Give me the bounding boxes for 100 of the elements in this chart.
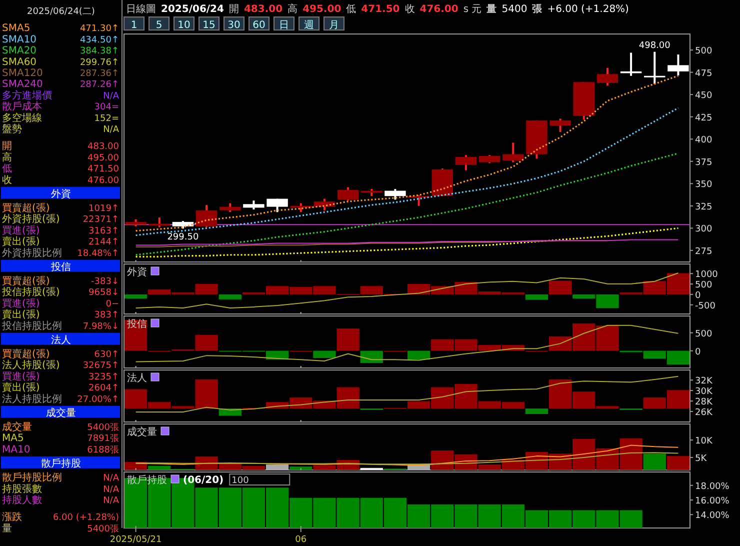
text: 2025/06/24(二) [27,7,95,17]
text: 投信 [50,260,71,273]
text: 299.76↑ [80,58,119,68]
y-tick-label: 0 [695,347,701,358]
text: 287.36↑ [80,69,119,79]
chart-title: 投信 [126,318,147,330]
y-tick-label: 425 [695,113,712,124]
text: 30 [228,20,240,31]
text: 外資持股(張) [2,213,60,226]
text: 5 [156,20,162,31]
text: -383↓ [91,277,119,287]
text: 495.00 [302,4,342,15]
text: 散戶持股 [41,457,81,470]
text: 高 [288,3,298,15]
y-tick-label: 10K [695,436,714,447]
annotation: 100 [232,476,250,486]
text: 3163↑ [88,226,119,236]
text: 買進(張) [2,370,40,382]
text: 5400張 [87,523,119,534]
text: 495.00 [88,153,120,164]
text: 買進(張) [2,224,40,236]
text: SMA20 [2,46,37,57]
text: 法人 [51,334,71,346]
text: 賣出(張) [2,382,40,394]
text: 18.48%↑ [77,248,119,259]
text: 6188張 [87,444,119,456]
text: MA10 [2,444,30,456]
text: 日線圖 [126,4,156,15]
text: 0− [106,299,119,310]
text: SMA5 [2,23,30,34]
text: 2025/06/24 [161,4,224,15]
text: 收 [404,4,415,15]
text: 買賣超(張) [2,202,50,214]
text: 週 [304,20,314,31]
text: 384.38↑ [80,46,119,57]
chart-title: 法人 [127,372,147,384]
y-tick-label: 26K [695,408,714,418]
text: 日 [279,20,289,31]
text: 張 [532,3,544,15]
text: 成交量 [2,421,32,433]
text: 買賣超(張) [2,275,50,287]
text: s 元 [463,4,482,15]
text: MA5 [2,433,24,444]
text: 7.98%↓ [82,322,119,332]
y-tick-label: 450 [695,91,712,102]
text: 22371↑ [82,215,119,226]
text: 304= [94,102,119,113]
text: 1 [130,20,138,31]
text: N/A [103,91,120,102]
text: 5400 [502,4,528,15]
text: SMA240 [2,79,43,90]
text: 483.00 [88,142,120,152]
text: 10 [178,20,190,31]
y-tick-label: 475 [695,68,712,79]
text: 383↑ [94,310,119,321]
chart-subtitle: (06/20) [183,475,224,486]
y-tick-label: 500 [695,46,712,57]
text: 漲跌 [2,511,22,524]
text: 476.00 [88,176,120,186]
text: 630↑ [94,350,119,360]
text: 賣出(張) [2,236,40,248]
text: 2604↑ [88,384,119,394]
y-tick-label: 18.00% [695,482,730,492]
y-tick-label: 14.00% [695,511,730,522]
text: 散戶持股比例 [2,472,62,484]
y-tick-label: 325 [695,202,712,212]
y-tick-label: 400 [695,136,712,146]
text: 收 [2,174,12,186]
text: SMA10 [2,34,37,46]
y-tick-label: 350 [695,180,712,190]
text: 投信持股比例 [1,320,62,332]
text: 低 [2,164,12,175]
text: N/A [103,125,120,135]
text: 9658↓ [88,288,119,298]
x-tick-label: 06 [295,535,307,545]
y-tick-label: 375 [695,158,712,168]
text: 7891張 [87,433,119,444]
y-tick-label: 275 [695,246,712,257]
text: 外資持股比例 [2,246,62,259]
text: 外資 [51,188,71,200]
text: 476.00 [420,4,458,15]
x-tick-label: 2025/05/21 [110,535,162,545]
chart-title: 外資 [127,266,147,278]
text: +6.00 (+1.28%) [547,4,630,15]
y-tick-label: 300 [695,224,712,235]
y-tick-label: 1000 [695,270,718,280]
text: 32675↑ [82,361,119,372]
text: 471.50 [88,164,120,175]
text: 15 [202,20,216,31]
text: N/A [103,496,120,506]
text: 27.00%↑ [77,394,119,405]
text: 多方進場價 [2,89,52,102]
text: 散戶成本 [2,100,42,113]
text: 1019↑ [88,204,119,214]
text: 低 [346,4,356,15]
text: 投信持股(張) [1,286,60,298]
text: 月 [329,20,339,31]
text: 多空場線 [2,112,42,124]
text: 買進(張) [2,297,40,310]
y-tick-label: 5K [695,454,708,464]
